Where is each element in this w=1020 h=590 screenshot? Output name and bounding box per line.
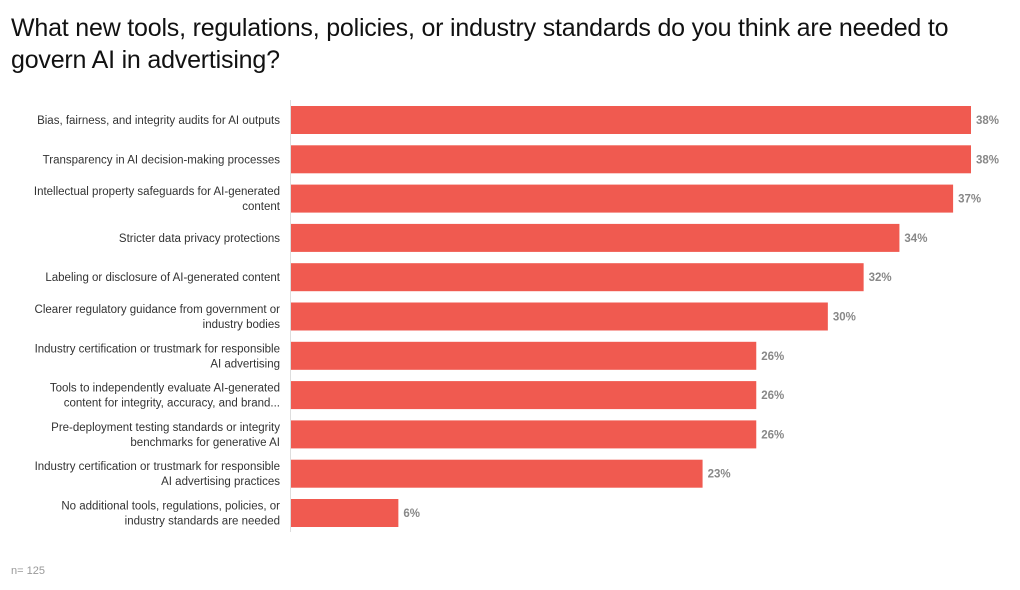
bar bbox=[291, 145, 971, 174]
category-label: Clearer regulatory guidance from governm… bbox=[35, 304, 281, 331]
chart-title: What new tools, regulations, policies, o… bbox=[11, 14, 949, 74]
data-label: 26% bbox=[761, 351, 784, 363]
category-label: Industry certification or trustmark for … bbox=[35, 343, 280, 370]
category-label: Stricter data privacy protections bbox=[119, 233, 280, 245]
bar bbox=[291, 381, 757, 410]
category-label: Transparency in AI decision-making proce… bbox=[43, 154, 281, 166]
data-label: 38% bbox=[976, 115, 999, 127]
bar bbox=[291, 459, 703, 488]
category-label: Tools to independently evaluate AI-gener… bbox=[50, 383, 280, 410]
data-label: 34% bbox=[904, 233, 927, 245]
data-label: 26% bbox=[761, 390, 784, 402]
bar bbox=[291, 263, 864, 292]
bar bbox=[291, 499, 399, 527]
bar bbox=[291, 420, 757, 449]
data-label: 6% bbox=[403, 508, 420, 520]
data-label: 32% bbox=[869, 272, 892, 284]
sample-size-note: n= 125 bbox=[11, 565, 45, 577]
bar bbox=[291, 341, 757, 370]
data-label: 26% bbox=[761, 429, 784, 441]
category-label: Labeling or disclosure of AI-generated c… bbox=[45, 272, 280, 284]
category-label: No additional tools, regulations, polici… bbox=[61, 501, 280, 528]
bar bbox=[291, 184, 954, 213]
bar-chart: 38% Bias, fairness, and integrity audits … bbox=[34, 100, 999, 532]
data-label: 30% bbox=[833, 312, 856, 324]
category-label: Intellectual property safeguards for AI-… bbox=[34, 186, 281, 213]
bar bbox=[291, 106, 971, 134]
bar bbox=[291, 302, 828, 331]
bar bbox=[291, 223, 900, 252]
data-label: 38% bbox=[976, 154, 999, 166]
data-label: 37% bbox=[958, 194, 981, 206]
category-label: Pre-deployment testing standards or inte… bbox=[51, 422, 280, 449]
data-label: 23% bbox=[708, 469, 731, 481]
category-label: Bias, fairness, and integrity audits for… bbox=[37, 115, 280, 127]
category-label: Industry certification or trustmark for … bbox=[35, 461, 281, 488]
